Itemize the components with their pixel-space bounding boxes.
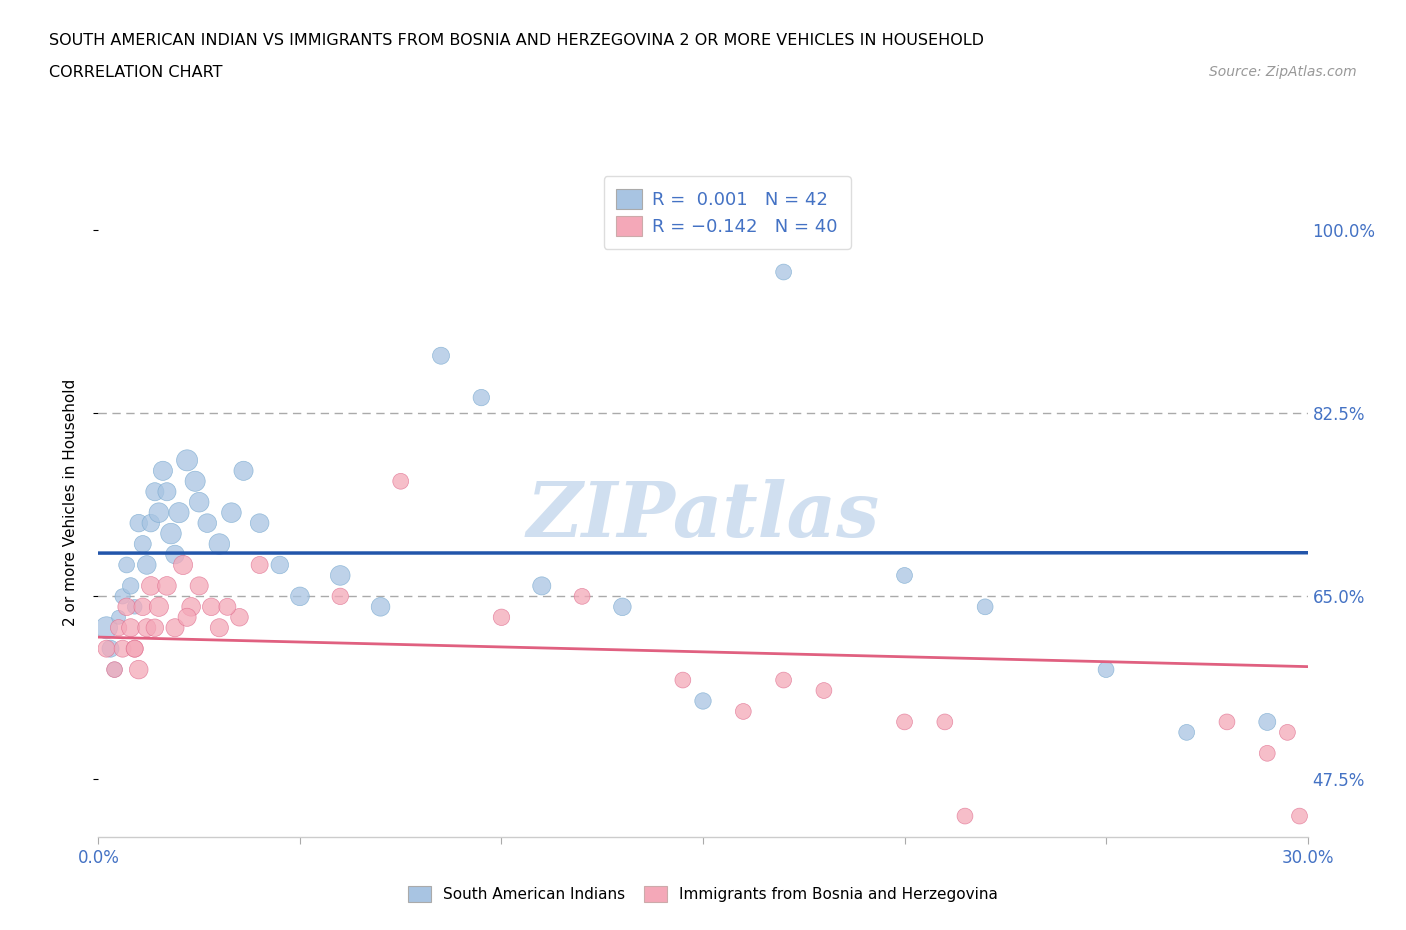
Point xyxy=(115,557,138,572)
Point xyxy=(249,516,271,531)
Point xyxy=(228,610,250,625)
Point xyxy=(107,610,129,625)
Point xyxy=(612,600,634,615)
Point xyxy=(430,349,453,364)
Point xyxy=(103,662,125,677)
Point xyxy=(249,557,271,572)
Point xyxy=(1095,662,1118,677)
Point xyxy=(1256,746,1278,761)
Point xyxy=(107,620,129,635)
Point xyxy=(1216,714,1239,729)
Point xyxy=(692,694,714,709)
Point xyxy=(1277,724,1299,739)
Point xyxy=(103,662,125,677)
Point xyxy=(232,463,254,478)
Point xyxy=(152,463,174,478)
Point xyxy=(128,516,150,531)
Point xyxy=(180,600,202,615)
Point xyxy=(167,505,190,520)
Point xyxy=(163,547,186,562)
Point xyxy=(132,537,155,551)
Point xyxy=(143,485,166,499)
Point xyxy=(288,589,311,604)
Point xyxy=(135,557,157,572)
Point xyxy=(120,578,142,593)
Point xyxy=(934,714,956,729)
Point xyxy=(96,620,118,635)
Point xyxy=(491,610,513,625)
Point xyxy=(329,568,352,583)
Point xyxy=(200,600,222,615)
Point xyxy=(124,642,146,657)
Point xyxy=(115,600,138,615)
Point xyxy=(1256,714,1278,729)
Point xyxy=(139,516,162,531)
Point xyxy=(156,578,179,593)
Point xyxy=(143,620,166,635)
Point xyxy=(111,642,134,657)
Point xyxy=(208,620,231,635)
Point xyxy=(184,474,207,489)
Point xyxy=(160,526,183,541)
Point xyxy=(163,620,186,635)
Point xyxy=(100,642,122,657)
Point xyxy=(772,672,794,687)
Point xyxy=(974,600,997,615)
Point xyxy=(893,714,915,729)
Point xyxy=(120,620,142,635)
Point xyxy=(813,683,835,698)
Point xyxy=(389,474,412,489)
Point xyxy=(733,704,755,719)
Point xyxy=(195,516,218,531)
Point xyxy=(176,610,198,625)
Point xyxy=(1175,724,1198,739)
Point xyxy=(571,589,593,604)
Point xyxy=(188,578,211,593)
Point xyxy=(111,589,134,604)
Point xyxy=(96,642,118,657)
Point xyxy=(148,505,170,520)
Text: SOUTH AMERICAN INDIAN VS IMMIGRANTS FROM BOSNIA AND HERZEGOVINA 2 OR MORE VEHICL: SOUTH AMERICAN INDIAN VS IMMIGRANTS FROM… xyxy=(49,33,984,47)
Point xyxy=(772,265,794,280)
Text: ZIPatlas: ZIPatlas xyxy=(526,479,880,552)
Point xyxy=(124,600,146,615)
Y-axis label: 2 or more Vehicles in Household: 2 or more Vehicles in Household xyxy=(63,379,77,626)
Point xyxy=(672,672,695,687)
Point xyxy=(135,620,157,635)
Point xyxy=(370,600,392,615)
Text: Source: ZipAtlas.com: Source: ZipAtlas.com xyxy=(1209,65,1357,79)
Text: CORRELATION CHART: CORRELATION CHART xyxy=(49,65,222,80)
Point xyxy=(329,589,352,604)
Point xyxy=(156,485,179,499)
Point xyxy=(148,600,170,615)
Point xyxy=(269,557,291,572)
Point xyxy=(1288,808,1310,824)
Point xyxy=(893,568,915,583)
Point xyxy=(128,662,150,677)
Point xyxy=(176,453,198,468)
Point xyxy=(953,808,976,824)
Point xyxy=(124,642,146,657)
Point xyxy=(132,600,155,615)
Point xyxy=(221,505,243,520)
Legend: South American Indians, Immigrants from Bosnia and Herzegovina: South American Indians, Immigrants from … xyxy=(401,879,1005,910)
Point xyxy=(470,391,492,405)
Point xyxy=(172,557,194,572)
Point xyxy=(188,495,211,510)
Point xyxy=(530,578,553,593)
Point xyxy=(139,578,162,593)
Point xyxy=(217,600,239,615)
Point xyxy=(208,537,231,551)
